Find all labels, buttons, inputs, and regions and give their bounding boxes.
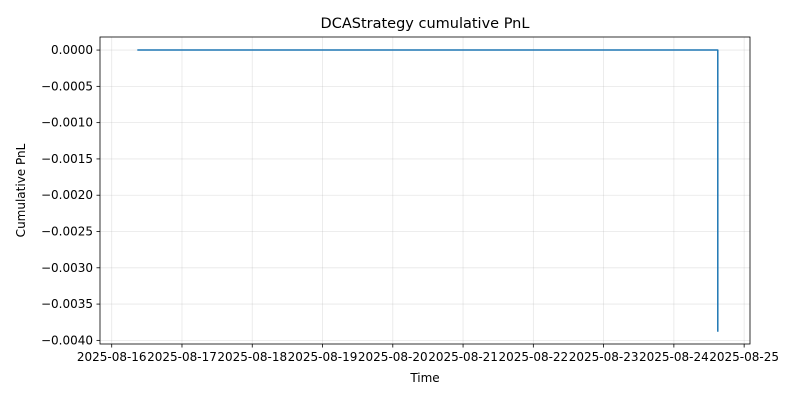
x-tick-label: 2025-08-18 <box>217 350 287 364</box>
y-tick-label: −0.0015 <box>41 152 93 166</box>
x-axis-ticks: 2025-08-16 2025-08-17 2025-08-18 2025-08-19… <box>77 344 779 364</box>
chart-title: DCAStrategy cumulative PnL <box>321 16 530 32</box>
x-tick-label: 2025-08-25 <box>709 350 779 364</box>
y-tick-label: −0.0030 <box>41 261 93 275</box>
x-tick-label: 2025-08-24 <box>639 350 709 364</box>
x-tick-label: 2025-08-17 <box>147 350 217 364</box>
x-axis-title: Time <box>409 371 439 385</box>
y-tick-label: 0.0000 <box>51 43 93 57</box>
y-tick-label: −0.0025 <box>41 225 93 239</box>
pnl-line <box>137 49 719 332</box>
y-tick-label: −0.0020 <box>41 188 93 202</box>
series-layer <box>137 49 719 332</box>
x-tick-label: 2025-08-23 <box>569 350 639 364</box>
y-axis-title: Cumulative PnL <box>14 143 28 237</box>
x-tick-label: 2025-08-22 <box>498 350 568 364</box>
x-tick-label: 2025-08-20 <box>358 350 428 364</box>
x-tick-label: 2025-08-16 <box>77 350 147 364</box>
y-tick-label: −0.0035 <box>41 297 93 311</box>
x-tick-label: 2025-08-21 <box>428 350 498 364</box>
y-tick-label: −0.0040 <box>41 333 93 347</box>
x-tick-label: 2025-08-19 <box>288 350 358 364</box>
y-axis-ticks: 0.0000 −0.0005 −0.0010 −0.0015 −0.0020 −0.002… <box>41 43 100 347</box>
y-tick-label: −0.0005 <box>41 79 93 93</box>
y-tick-label: −0.0010 <box>41 116 93 130</box>
plot-area-frame <box>99 36 751 345</box>
